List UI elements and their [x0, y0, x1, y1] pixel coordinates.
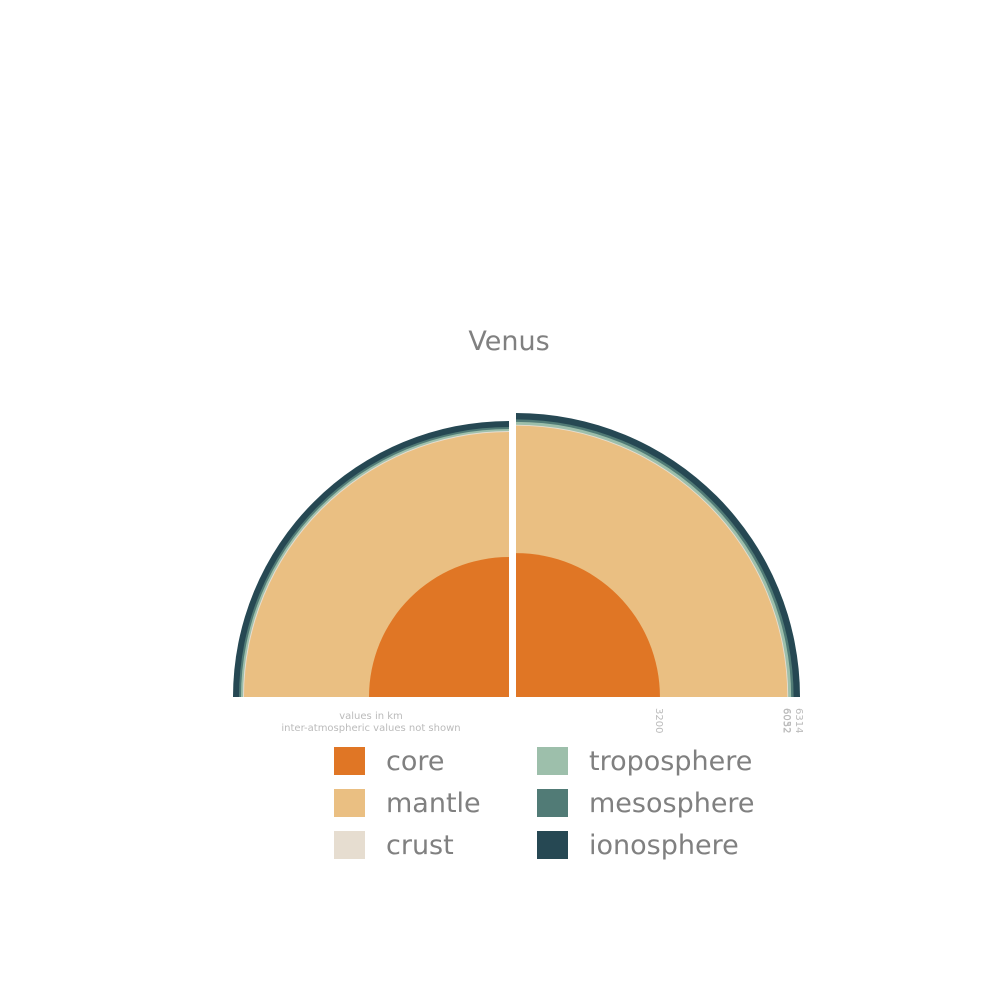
legend-swatch [334, 789, 365, 817]
legend-item-mesosphere: mesosphere [537, 787, 777, 819]
radius-label-6052: 6052 [781, 708, 792, 733]
legend-label: troposphere [589, 745, 753, 777]
legend: core troposphere mantle mesosphere crust iono… [334, 745, 777, 861]
layer-core-right [516, 553, 660, 697]
legend-label: crust [386, 829, 454, 861]
layer-core-left [369, 557, 509, 697]
legend-label: ionosphere [589, 829, 739, 861]
legend-swatch [537, 831, 568, 859]
legend-swatch [537, 747, 568, 775]
diagram-title: Venus [468, 326, 549, 357]
legend-item-mantle: mantle [334, 787, 537, 819]
omitted-note: inter-atmospheric values not shown [281, 723, 460, 734]
legend-swatch [537, 789, 568, 817]
radius-label-3200: 3200 [653, 708, 664, 733]
radius-label-6314: 6314 [793, 708, 804, 733]
legend-item-troposphere: troposphere [537, 745, 777, 777]
legend-label: mesosphere [589, 787, 755, 819]
center-divider [509, 400, 516, 700]
right-half-cross-section [516, 413, 800, 697]
radius-label-6032: 6032 [780, 708, 791, 733]
legend-item-crust: crust [334, 829, 537, 861]
legend-label: core [386, 745, 445, 777]
legend-swatch [334, 747, 365, 775]
legend-item-ionosphere: ionosphere [537, 829, 777, 861]
left-half-cross-section [233, 421, 509, 697]
legend-item-core: core [334, 745, 537, 777]
units-note: values in km [339, 711, 403, 722]
legend-swatch [334, 831, 365, 859]
legend-label: mantle [386, 787, 481, 819]
